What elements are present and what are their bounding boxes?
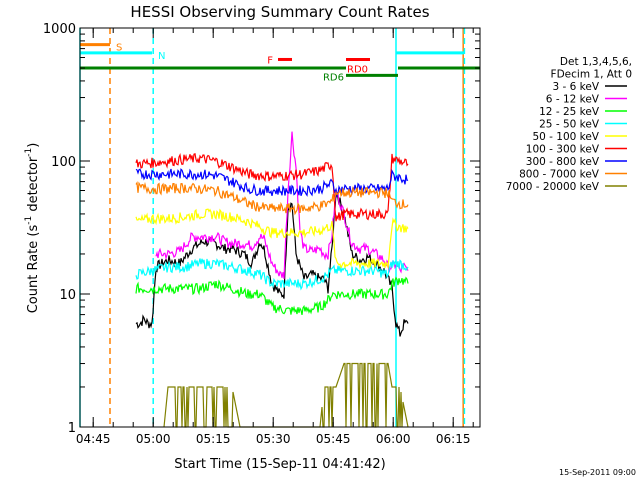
legend-label: 100 - 300 keV [526, 144, 600, 156]
series-line-7 [135, 181, 409, 216]
y-axis-label: Count Rate (s-1 detector-1) [24, 143, 41, 314]
series-line-2 [135, 276, 409, 316]
annotation-label-3: RD0 [347, 64, 368, 75]
legend-label: 300 - 800 keV [526, 156, 600, 168]
annotation-label-2: F [267, 55, 273, 66]
y-axis-ticks: 1 10 100 1000 [43, 22, 480, 436]
legend-label: 25 - 50 keV [539, 119, 600, 131]
legend-label: 7000 - 20000 keV [506, 181, 600, 193]
series-line-4 [135, 208, 409, 270]
x-axis-ticks: 04:45 05:00 05:15 05:30 05:45 06:00 06:15 [76, 28, 474, 446]
x-tick-label: 05:00 [136, 432, 171, 446]
legend-label: 3 - 6 keV [552, 81, 599, 93]
annotation-label-1: N [158, 51, 165, 62]
y-tick-label: 1 [68, 421, 76, 436]
y-tick-label: 1000 [43, 22, 76, 37]
series-line-5 [135, 152, 409, 222]
x-tick-label: 05:15 [196, 432, 231, 446]
chart-title: HESSI Observing Summary Count Rates [130, 3, 429, 21]
footer-timestamp: 15-Sep-2011 09:00 [559, 468, 636, 477]
x-tick-label: 05:45 [316, 432, 351, 446]
annotation-label-4: RD6 [323, 72, 344, 83]
legend-header: FDecim 1, Att 0 [551, 69, 632, 81]
x-axis-label: Start Time (15-Sep-11 04:41:42) [174, 457, 385, 472]
x-tick-label: 05:30 [256, 432, 291, 446]
legend-header: Det 1,3,4,5,6, [560, 56, 632, 68]
legend-label: 6 - 12 keV [546, 94, 600, 106]
x-tick-label: 06:00 [376, 432, 411, 446]
x-tick-label: 04:45 [76, 432, 111, 446]
legend-label: 800 - 7000 keV [519, 169, 600, 181]
x-tick-label: 06:15 [436, 432, 471, 446]
series-line-1 [155, 131, 409, 279]
y-tick-label: 100 [51, 155, 76, 170]
legend-label: 12 - 25 keV [539, 106, 600, 118]
y-tick-label: 10 [59, 288, 76, 303]
plot-frame [79, 27, 481, 428]
legend-label: 50 - 100 keV [532, 131, 599, 143]
legend: Det 1,3,4,5,6,FDecim 1, Att 03 - 6 keV6 … [506, 56, 632, 193]
series-line-3 [135, 258, 409, 291]
annotation-label-0: S [116, 43, 122, 54]
